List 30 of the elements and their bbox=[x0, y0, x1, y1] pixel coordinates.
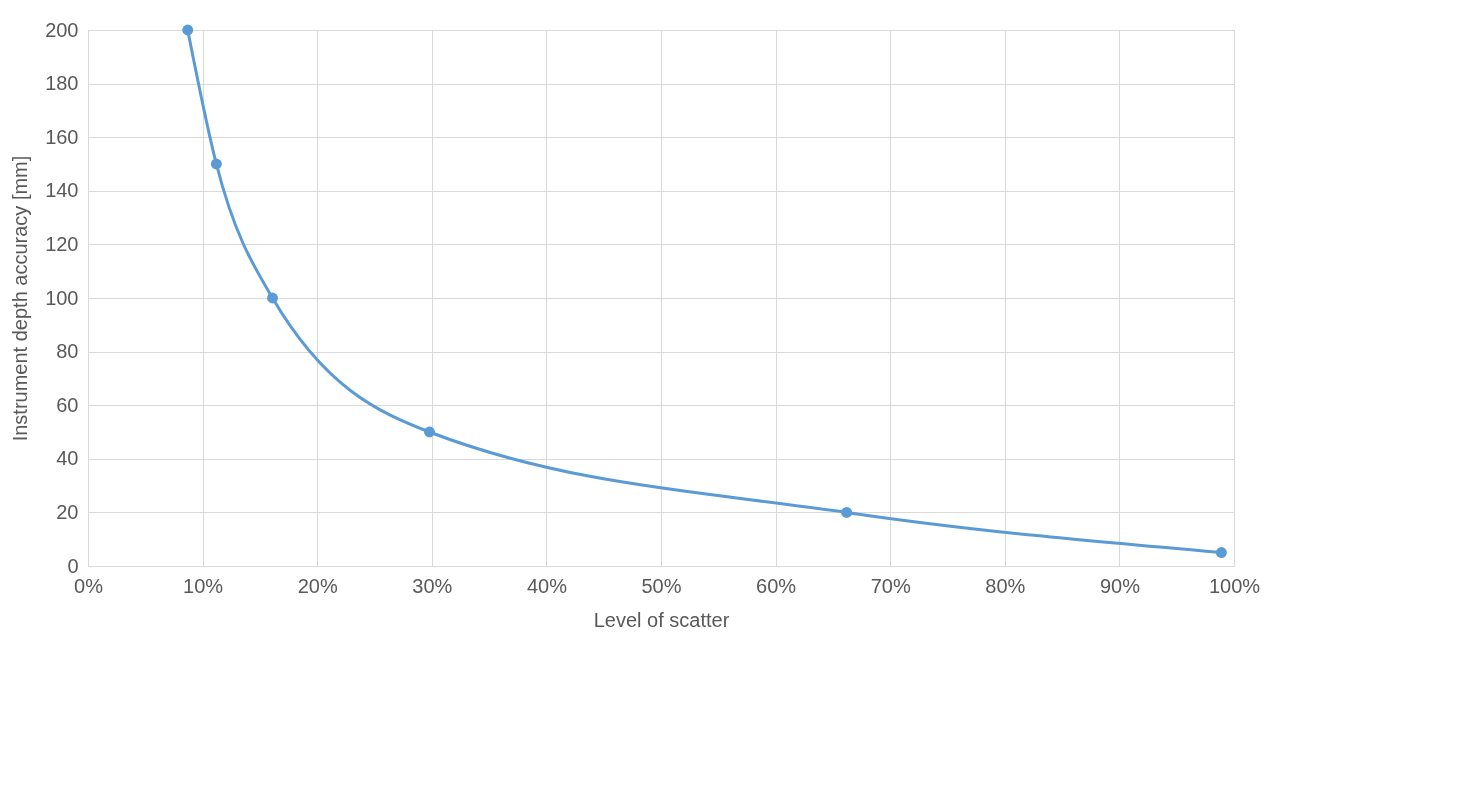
x-tick-label: 80% bbox=[985, 574, 1026, 597]
x-tick-label: 70% bbox=[870, 574, 911, 597]
y-tick-label: 120 bbox=[45, 232, 79, 255]
x-tick-label: 0% bbox=[74, 574, 104, 597]
x-tick-label: 50% bbox=[641, 574, 682, 597]
y-tick-label: 20 bbox=[56, 500, 79, 523]
y-tick-label: 100 bbox=[45, 286, 79, 309]
y-tick-label: 140 bbox=[45, 179, 79, 202]
x-tick-label: 10% bbox=[183, 574, 224, 597]
x-tick-label: 60% bbox=[756, 574, 797, 597]
point bbox=[1215, 547, 1227, 559]
x-tick-label: 20% bbox=[297, 574, 338, 597]
point bbox=[182, 24, 194, 36]
y-tick-label: 200 bbox=[45, 18, 79, 41]
point bbox=[841, 506, 853, 518]
x-tick-label: 90% bbox=[1099, 574, 1141, 597]
x-tick-label: 30% bbox=[412, 574, 453, 597]
y-tick-label: 0 bbox=[67, 554, 79, 577]
point bbox=[267, 292, 278, 304]
y-tick-label: 60 bbox=[56, 393, 79, 416]
point bbox=[424, 426, 435, 438]
y-tick-label: 160 bbox=[45, 125, 79, 148]
y-axis-title: Instrument depth accuracy [mm] bbox=[9, 155, 32, 442]
y-tick-label: 80 bbox=[56, 340, 79, 363]
x-tick-label: 100% bbox=[1208, 574, 1261, 597]
x-tick-label: 40% bbox=[526, 574, 568, 597]
point bbox=[210, 158, 222, 170]
y-tick-label: 180 bbox=[45, 72, 79, 95]
x-axis-title: Level of scatter bbox=[593, 608, 730, 631]
y-tick-label: 40 bbox=[56, 447, 79, 470]
